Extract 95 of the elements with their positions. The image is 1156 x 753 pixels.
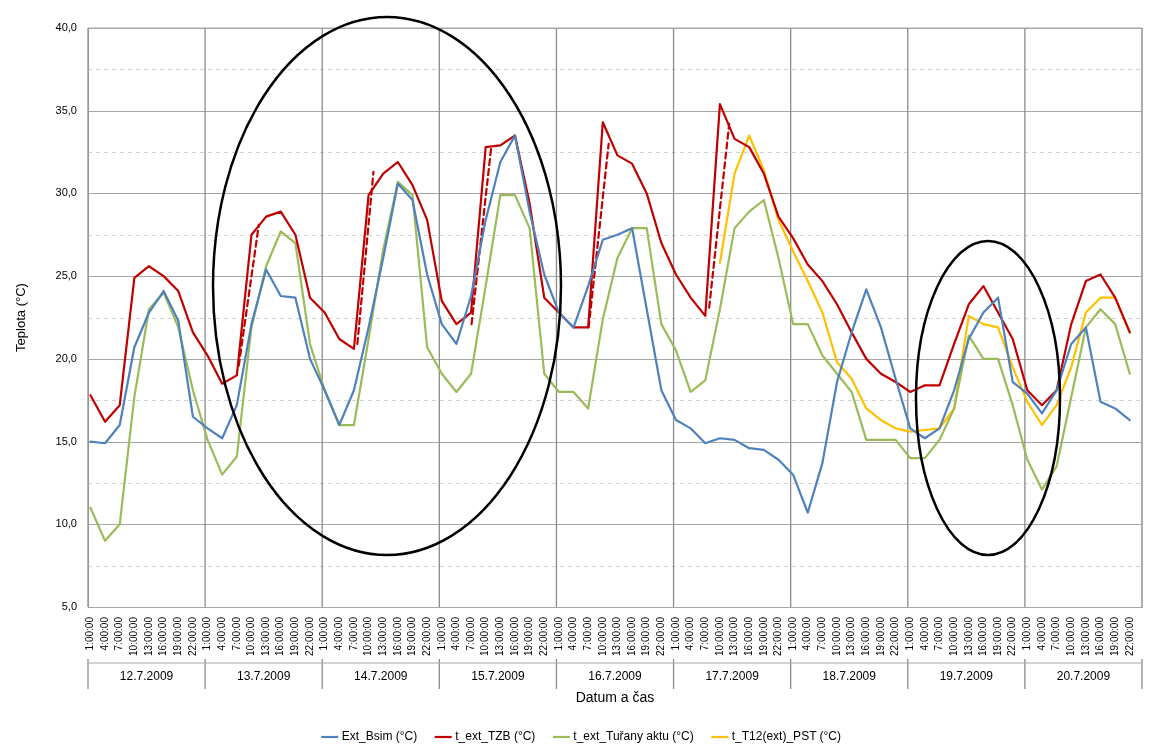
x-tick-label: 19:00:00 (757, 616, 769, 656)
x-tick-label: 16:00:00 (508, 616, 520, 656)
x-tick-label: 7:00:00 (464, 616, 476, 651)
x-tick-label: 4:00:00 (215, 616, 227, 651)
y-tick-label: 30,0 (55, 186, 77, 199)
x-tick-label: 22:00:00 (186, 616, 198, 656)
x-tick-label: 13:00:00 (728, 616, 740, 656)
x-tick-label: 10:00:00 (1065, 616, 1076, 656)
x-tick-label: 13:00:00 (611, 616, 623, 656)
text: 13.7.2009 (236, 669, 291, 684)
x-tick-label: 19:00:00 (406, 616, 418, 656)
y-tick-label: 15,0 (55, 434, 77, 447)
y-tick-label: 40,0 (55, 21, 77, 34)
legend-label: t_T12(ext)_PST (°C) (731, 729, 842, 744)
x-tick-label: 16:00:00 (157, 616, 169, 656)
x-tick-label: 4:00:00 (801, 616, 813, 651)
x-tick-label: 22:00:00 (538, 616, 549, 656)
x-tick-label: 19:00:00 (523, 616, 535, 656)
x-tick-label: 16:00:00 (274, 616, 286, 656)
x-tick-label: 7:00:00 (230, 616, 242, 651)
x-tick-label: 16:00:00 (391, 616, 403, 656)
x-tick-label: 16:00:00 (977, 616, 989, 656)
x-tick-label: 10:00:00 (245, 616, 257, 656)
x-tick-label: 4:00:00 (98, 616, 110, 651)
x-tick-label: 16:00:00 (1094, 616, 1106, 656)
y-tick-label: 25,0 (55, 269, 77, 282)
y-axis-title: Teplota (°C) (13, 283, 29, 352)
x-tick-label: 1:00:00 (786, 616, 798, 651)
x-tick-label: 1:00:00 (1021, 616, 1033, 651)
x-tick-label: 4:00:00 (684, 616, 696, 651)
x-tick-label: 10:00:00 (128, 616, 140, 656)
x-tick-label: 1:00:00 (84, 616, 96, 651)
text: 14.7.2009 (354, 669, 408, 684)
x-tick-label: 10:00:00 (830, 616, 842, 656)
x-tick-label: 22:00:00 (655, 616, 667, 656)
legend-label: t_ext_TZB (°C) (455, 729, 536, 744)
x-tick-label: 1:00:00 (435, 616, 447, 651)
x-tick-label: 19:00:00 (289, 616, 301, 656)
text: 12.7.2009 (119, 669, 174, 684)
x-tick-label: 22:00:00 (889, 616, 901, 656)
x-tick-label: 7:00:00 (816, 616, 828, 651)
x-tick-label: 13:00:00 (376, 616, 388, 656)
x-tick-label: 1:00:00 (552, 616, 564, 651)
x-tick-label: 10:00:00 (362, 616, 374, 656)
legend-label: t_ext_Tuřany aktu (°C) (573, 729, 694, 744)
legend-label: Ext_Bsim (°C) (341, 729, 418, 744)
text: 18.7.2009 (822, 669, 877, 684)
x-tick-label: 19:00:00 (1108, 616, 1120, 656)
x-tick-label: 22:00:00 (1006, 616, 1018, 656)
x-tick-label: 13:00:00 (142, 616, 154, 656)
x-tick-label: 4:00:00 (567, 616, 579, 651)
text: 16.7.2009 (588, 669, 643, 684)
y-tick-label: 10,0 (55, 517, 77, 530)
text: 20.7.2009 (1056, 669, 1111, 684)
x-tick-label: 10:00:00 (713, 616, 725, 656)
x-tick-label: 22:00:00 (1123, 616, 1135, 656)
x-tick-label: 10:00:00 (596, 616, 608, 656)
x-tick-label: 13:00:00 (259, 616, 271, 656)
x-tick-label: 13:00:00 (1079, 616, 1091, 656)
x-tick-label: 7:00:00 (113, 616, 125, 651)
x-tick-label: 7:00:00 (699, 616, 711, 651)
x-tick-label: 22:00:00 (772, 616, 784, 656)
x-tick-label: 4:00:00 (918, 616, 930, 651)
x-tick-label: 13:00:00 (494, 616, 506, 656)
y-tick-label: 20,0 (55, 351, 77, 364)
x-tick-label: 4:00:00 (333, 616, 345, 651)
x-tick-label: 16:00:00 (742, 616, 754, 656)
x-tick-label: 1:00:00 (318, 616, 330, 651)
text: 15.7.2009 (471, 669, 525, 684)
x-tick-label: 1:00:00 (903, 616, 915, 651)
x-tick-label: 16:00:00 (860, 616, 872, 656)
x-tick-label: 10:00:00 (947, 616, 959, 656)
text: 17.7.2009 (705, 669, 760, 684)
x-tick-label: 7:00:00 (933, 616, 945, 651)
x-tick-label: 7:00:00 (347, 616, 359, 651)
x-tick-label: 4:00:00 (450, 616, 462, 651)
y-tick-label: 5,0 (61, 600, 77, 613)
x-tick-label: 19:00:00 (172, 616, 184, 656)
text: 19.7.2009 (939, 669, 994, 684)
x-tick-label: 7:00:00 (581, 616, 593, 651)
x-tick-label: 22:00:00 (420, 616, 432, 656)
x-tick-label: 19:00:00 (640, 616, 652, 656)
x-tick-label: 7:00:00 (1050, 616, 1062, 651)
x-tick-label: 16:00:00 (625, 616, 637, 656)
x-tick-label: 13:00:00 (962, 616, 974, 656)
x-axis-title: Datum a čas (575, 689, 655, 706)
x-tick-label: 4:00:00 (1035, 616, 1047, 651)
x-tick-label: 19:00:00 (991, 616, 1003, 656)
x-tick-label: 13:00:00 (845, 616, 857, 656)
x-tick-label: 1:00:00 (201, 616, 213, 651)
x-tick-label: 1:00:00 (669, 616, 681, 651)
x-tick-label: 22:00:00 (303, 616, 315, 656)
y-tick-label: 35,0 (55, 103, 77, 116)
x-tick-label: 19:00:00 (874, 616, 886, 656)
x-tick-label: 10:00:00 (479, 616, 491, 656)
